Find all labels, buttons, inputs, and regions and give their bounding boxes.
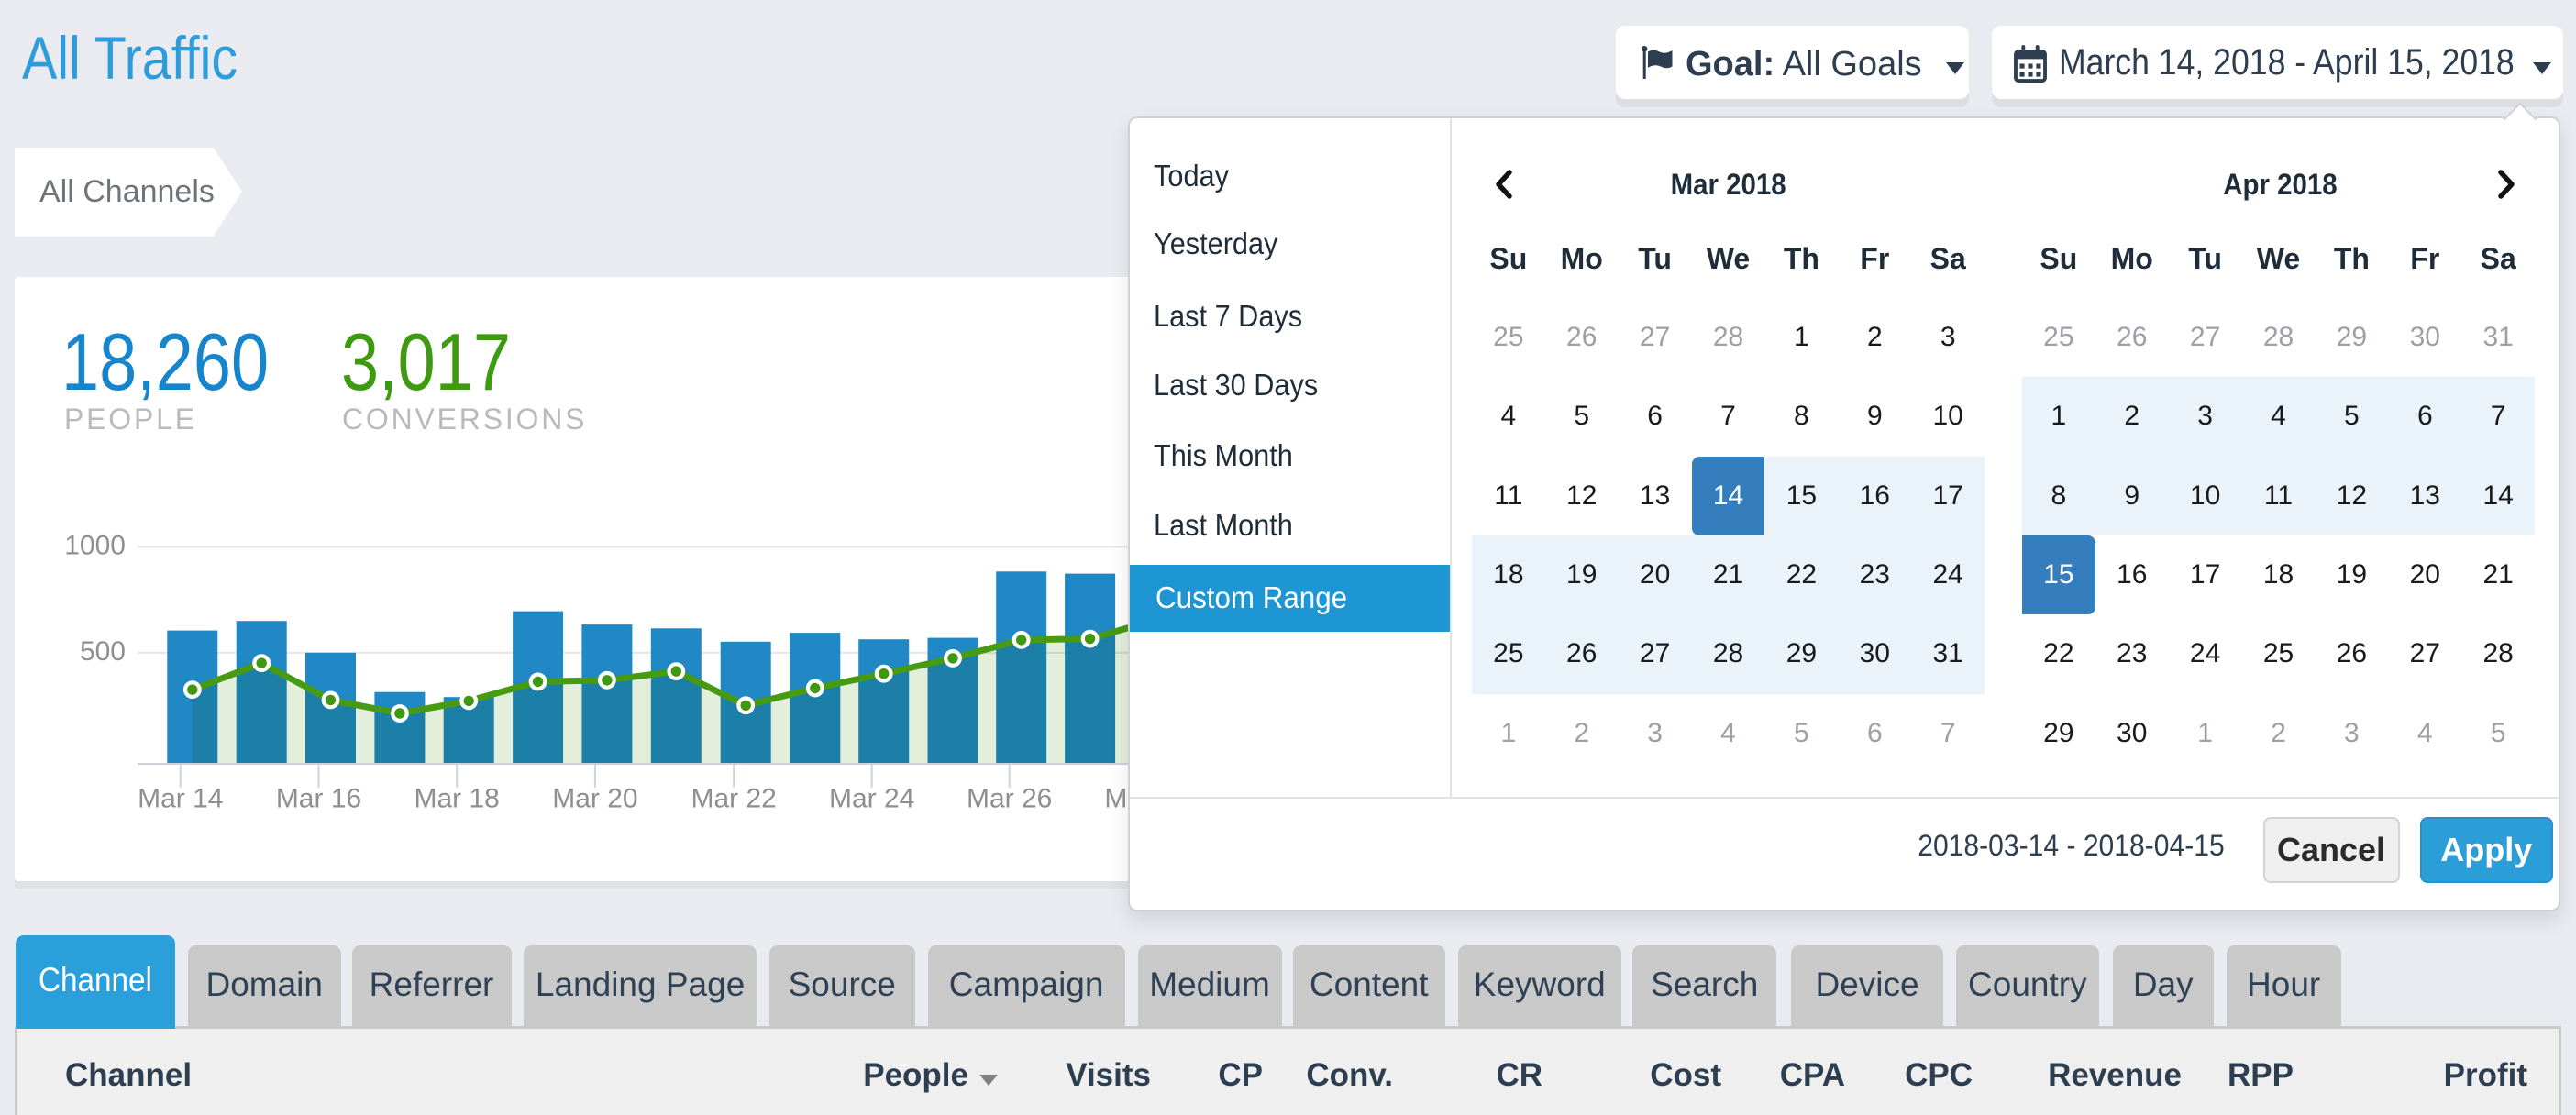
svg-text:Mar 18: Mar 18 xyxy=(415,783,500,813)
svg-text:Mar 16: Mar 16 xyxy=(276,783,361,813)
svg-text:Mar 24: Mar 24 xyxy=(829,783,914,813)
svg-text:Mar 20: Mar 20 xyxy=(552,783,637,813)
svg-text:Mar 22: Mar 22 xyxy=(691,783,777,813)
svg-text:Mar 14: Mar 14 xyxy=(138,783,223,813)
svg-text:1000: 1000 xyxy=(64,531,126,561)
svg-text:500: 500 xyxy=(80,636,126,667)
svg-text:Mar 26: Mar 26 xyxy=(967,783,1052,813)
